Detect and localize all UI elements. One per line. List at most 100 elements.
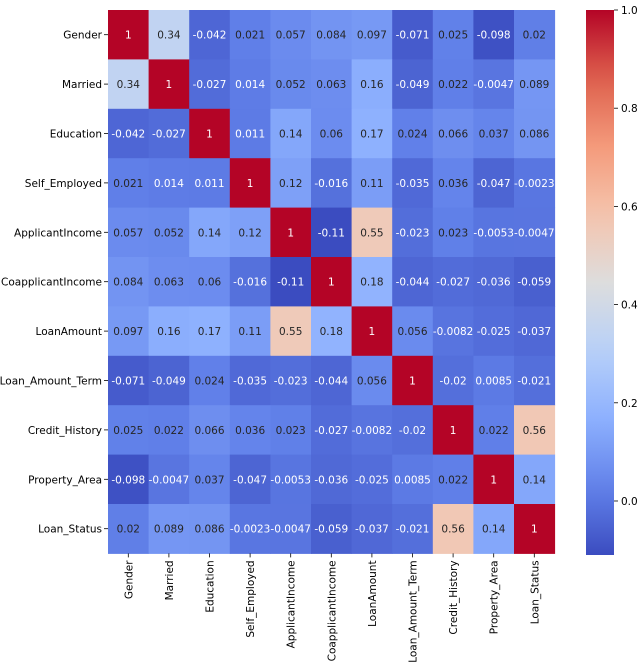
cell-value-label: -0.027	[436, 277, 470, 289]
heatmap-cell	[392, 504, 434, 554]
heatmap-cell	[473, 108, 515, 159]
heatmap-cell	[148, 59, 190, 110]
x-tick-label: Self_Employed	[245, 560, 257, 637]
heatmap-cell	[514, 10, 556, 60]
cell-value-label: 0.02	[117, 524, 140, 536]
cell-value-label: 0.12	[238, 227, 261, 239]
cell-value-label: 0.022	[438, 79, 468, 91]
cell-value-label: -0.023	[396, 227, 430, 239]
cell-value-label: 0.022	[438, 474, 468, 486]
cell-value-label: 1	[450, 425, 457, 437]
cell-value-label: 1	[328, 277, 335, 289]
heatmap-cell	[108, 59, 150, 110]
cell-value-label: 0.037	[194, 474, 224, 486]
heatmap-cell	[392, 10, 434, 60]
heatmap-cell	[148, 158, 190, 209]
heatmap-cell	[148, 207, 190, 258]
cell-value-label: 0.036	[438, 178, 468, 190]
heatmap-cell	[270, 355, 312, 406]
heatmap-cell	[392, 59, 434, 110]
cell-value-label: -0.027	[152, 129, 186, 141]
heatmap-cell	[514, 59, 556, 110]
cell-value-label: 0.052	[276, 79, 306, 91]
heatmap-cell	[514, 158, 556, 209]
cell-value-label: 0.063	[316, 79, 346, 91]
cell-value-label: 0.0085	[475, 376, 512, 388]
heatmap-cell	[189, 504, 231, 554]
cell-value-label: 0.06	[320, 129, 344, 141]
heatmap-cell	[392, 158, 434, 209]
cell-value-label: 0.063	[154, 277, 184, 289]
heatmap-cell	[473, 10, 515, 60]
heatmap-cell	[351, 10, 393, 60]
cell-value-label: 0.023	[438, 227, 468, 239]
cell-value-label: 1	[369, 326, 376, 338]
cell-value-label: 0.014	[154, 178, 184, 190]
x-tick-label: Credit_History	[448, 560, 460, 634]
cell-value-label: 0.18	[320, 326, 343, 338]
heatmap-cell	[148, 504, 190, 554]
x-axis-tick-labels: Gender Married Education Self_Employed Appli…	[123, 553, 541, 663]
colorbar-tick-label: 0.2	[621, 398, 638, 410]
heatmap-cell	[270, 10, 312, 60]
heatmap-cell	[108, 454, 150, 505]
heatmap-cell	[229, 454, 271, 505]
heatmap-cell	[351, 108, 393, 159]
heatmap-cell	[189, 207, 231, 258]
heatmap-cell	[270, 108, 312, 159]
heatmap-cell	[392, 306, 434, 357]
cell-value-label: -0.098	[111, 474, 145, 486]
heatmap-cell	[270, 59, 312, 110]
cell-value-label: -0.071	[396, 30, 430, 42]
heatmap-cell	[432, 108, 474, 159]
cell-value-label: 0.17	[360, 129, 383, 141]
heatmap-cell	[432, 10, 474, 60]
heatmap-cell	[108, 306, 150, 357]
heatmap-cell	[392, 257, 434, 307]
heatmap-cell	[229, 158, 271, 209]
y-tick-label: LoanAmount	[36, 326, 102, 338]
cell-value-label: 0.097	[357, 30, 387, 42]
heatmap-cell	[432, 454, 474, 505]
heatmap-cell	[189, 405, 231, 456]
heatmap-cell	[432, 158, 474, 209]
cell-value-label: 0.066	[438, 129, 468, 141]
cell-value-label: -0.071	[111, 376, 145, 388]
heatmap-cell	[392, 355, 434, 406]
cell-value-label: 0.06	[198, 277, 222, 289]
cell-value-label: 0.037	[479, 129, 509, 141]
heatmap-cell	[189, 10, 231, 60]
heatmap-cell	[229, 306, 271, 357]
cell-value-label: -0.0047	[473, 79, 514, 91]
heatmap-cell	[473, 454, 515, 505]
heatmap-cell	[514, 207, 556, 258]
heatmap-cell	[189, 454, 231, 505]
cell-value-label: 0.11	[360, 178, 383, 190]
heatmap-cell	[229, 355, 271, 406]
heatmap-cells	[108, 10, 556, 554]
heatmap-cell	[108, 257, 150, 307]
heatmap-cell	[229, 59, 271, 110]
heatmap-cell	[108, 108, 150, 159]
y-tick-label: Loan_Amount_Term	[0, 376, 102, 388]
heatmap-cell	[148, 454, 190, 505]
cell-value-label: 1	[206, 129, 213, 141]
heatmap-cell	[514, 504, 556, 554]
cell-value-label: -0.049	[396, 79, 430, 91]
cell-value-label: -0.0082	[433, 326, 474, 338]
x-tick-label: Education	[205, 560, 217, 612]
heatmap-cell	[432, 405, 474, 456]
x-tick-label: LoanAmount	[367, 560, 379, 626]
cell-value-label: 0.0085	[394, 474, 431, 486]
cell-value-label: 0.11	[238, 326, 261, 338]
heatmap-cell	[473, 504, 515, 554]
cell-value-label: -0.025	[355, 474, 389, 486]
heatmap-cell	[229, 405, 271, 456]
cell-value-label: 0.17	[198, 326, 221, 338]
cell-value-label: 0.056	[397, 326, 427, 338]
heatmap-cell	[351, 207, 393, 258]
cell-value-label: 1	[490, 474, 497, 486]
heatmap-cell	[108, 207, 150, 258]
heatmap-cell	[108, 355, 150, 406]
